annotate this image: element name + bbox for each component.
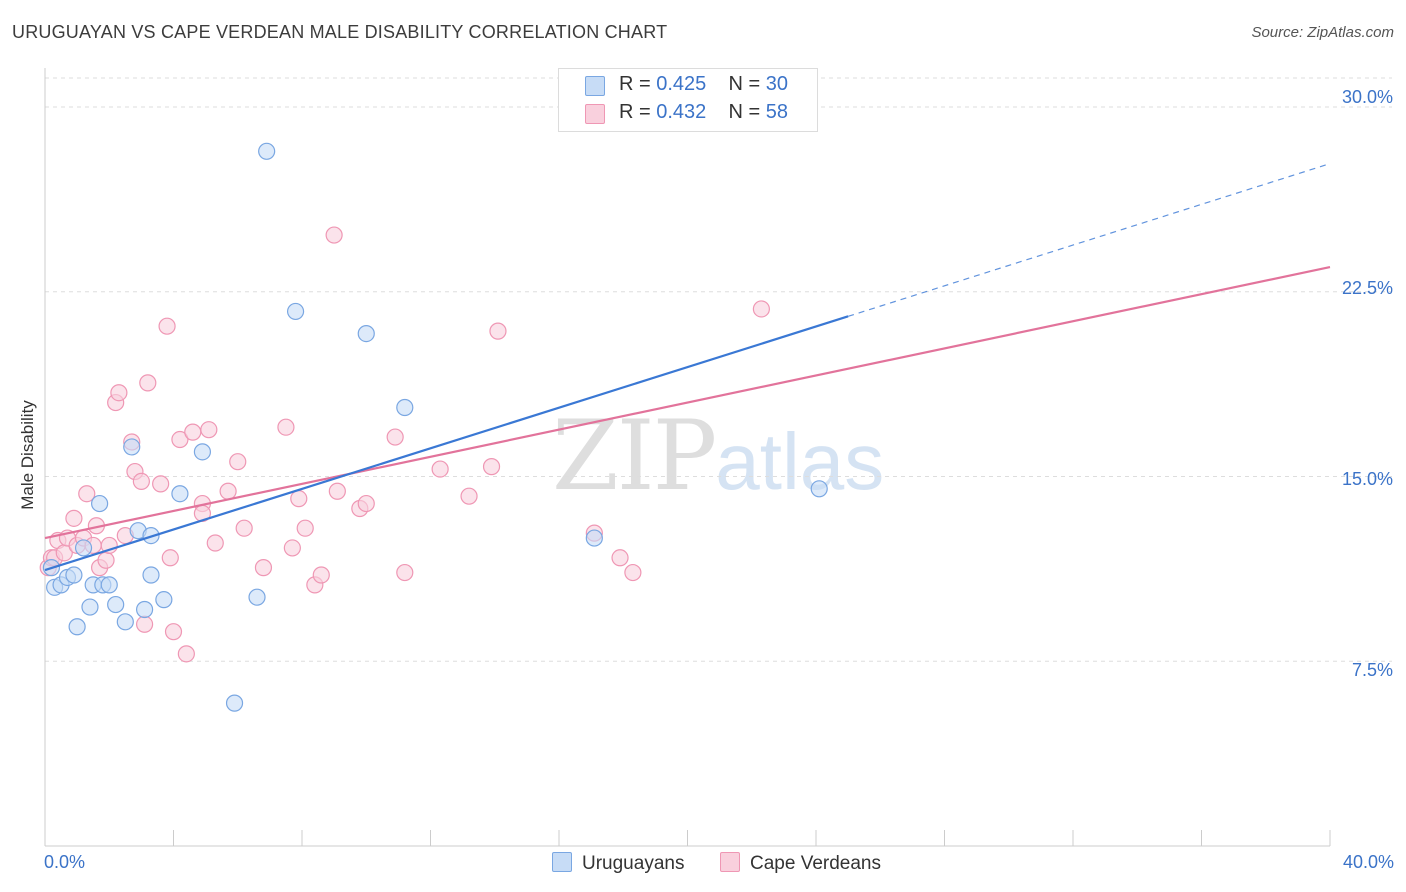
- bottom-legend-cape-verdeans: Cape Verdeans: [720, 852, 881, 875]
- cape-verdean-point: [135, 615, 154, 633]
- uruguayans-trend-line: [44, 315, 849, 572]
- uruguayan-point: [248, 588, 266, 606]
- legend-n-value: 30: [765, 73, 789, 95]
- legend-r-value: 0.425: [656, 73, 707, 95]
- uruguayan-point: [396, 398, 414, 417]
- cape-verdean-point: [132, 472, 150, 491]
- cape-verdean-point: [110, 384, 128, 402]
- grid-layer: [45, 77, 1392, 662]
- cape-verdean-point: [296, 519, 314, 537]
- x-tick-label: 0.0%: [44, 852, 86, 872]
- y-tick-label: 7.5%: [1351, 660, 1393, 680]
- cape-verdean-point: [386, 428, 404, 446]
- bottom-legend-uruguayans: Uruguayans: [552, 852, 684, 875]
- cape-verdean-point: [200, 421, 218, 439]
- cape-verdean-point: [219, 482, 237, 500]
- uruguayan-point: [74, 539, 93, 557]
- cape-verdean-point: [489, 322, 507, 340]
- cape-verdean-point: [290, 490, 308, 508]
- uruguayan-point: [81, 598, 99, 616]
- cape-verdeans-trend-line: [44, 266, 1331, 540]
- cape-verdean-point: [161, 549, 179, 567]
- cape-verdean-point: [152, 475, 170, 493]
- cape-verdean-point: [325, 226, 343, 244]
- uruguayan-point: [116, 613, 134, 631]
- uruguayan-point: [68, 618, 86, 636]
- cape-verdean-point: [254, 559, 273, 577]
- cape-verdean-point: [164, 623, 183, 641]
- uruguayan-point: [286, 302, 305, 321]
- cape-verdean-point: [283, 539, 301, 557]
- uruguayan-point: [810, 480, 828, 498]
- cape-verdean-point: [97, 551, 115, 569]
- cape-verdean-point: [158, 317, 176, 335]
- axis-layer: [44, 68, 1331, 847]
- cape-verdean-point: [328, 482, 346, 500]
- cape-verdean-point: [611, 549, 629, 567]
- y-tick-label: 22.5%: [1341, 278, 1393, 298]
- legend-swatch-pink: [720, 852, 740, 872]
- uruguayan-point: [100, 576, 118, 594]
- cape-verdean-point: [431, 460, 449, 478]
- stats-legend: R = 0.425 N = 30 R = 0.432 N = 58: [558, 68, 818, 132]
- cape-verdean-point: [65, 509, 83, 527]
- cape-verdean-point: [752, 300, 770, 318]
- watermark-atlas: atlas: [715, 417, 885, 506]
- cape-verdean-point: [396, 563, 414, 582]
- uruguayan-point: [193, 443, 212, 461]
- cape-verdean-point: [624, 563, 642, 582]
- legend-label: Cape Verdeans: [750, 853, 881, 874]
- cape-verdean-point: [277, 418, 295, 436]
- legend-r-label: R =: [619, 101, 651, 123]
- y-tick-label: 30.0%: [1341, 87, 1393, 107]
- cape-verdean-point: [139, 374, 157, 392]
- x-tick-label: 40.0%: [1342, 852, 1394, 872]
- legend-swatch-blue: [585, 76, 605, 96]
- uruguayan-point: [107, 595, 125, 614]
- uruguayan-point: [225, 694, 244, 712]
- cape-verdean-point: [357, 494, 375, 513]
- uruguayan-point: [65, 566, 83, 584]
- uruguayan-point: [585, 529, 603, 547]
- trend-layer: [44, 163, 1331, 572]
- uruguayan-point: [91, 494, 109, 513]
- uruguayan-point: [135, 600, 154, 619]
- uruguayan-point: [123, 438, 141, 456]
- source-label: Source: ZipAtlas.com: [1251, 24, 1394, 41]
- uruguayans-trend-extension: [847, 163, 1331, 317]
- cape-verdean-point: [206, 534, 224, 552]
- legend-swatch-blue: [552, 852, 572, 872]
- cape-verdean-point: [235, 519, 253, 537]
- legend-label: Uruguayans: [582, 853, 685, 874]
- cape-verdean-point: [312, 566, 330, 584]
- legend-n-value: 58: [765, 101, 789, 123]
- legend-r-value: 0.432: [656, 101, 707, 123]
- cape-verdean-point: [171, 430, 189, 449]
- watermark-zip: ZIP: [552, 400, 717, 512]
- legend-swatch-pink: [585, 104, 605, 124]
- legend-n-label: N =: [728, 101, 761, 123]
- cape-verdeans-points: [39, 226, 770, 663]
- uruguayan-point: [171, 485, 189, 503]
- uruguayan-point: [258, 142, 276, 160]
- legend-n-label: N =: [728, 73, 761, 95]
- cape-verdean-point: [184, 423, 202, 441]
- uruguayan-point: [357, 324, 375, 343]
- uruguayan-point: [155, 591, 173, 609]
- y-tick-label: 15.0%: [1341, 469, 1393, 489]
- cape-verdean-point: [460, 487, 478, 505]
- y-axis-label: Male Disability: [18, 400, 37, 510]
- watermark: ZIPatlas: [552, 400, 884, 512]
- chart-title: URUGUAYAN VS CAPE VERDEAN MALE DISABILIT…: [12, 22, 668, 42]
- cape-verdean-point: [78, 485, 96, 503]
- uruguayan-point: [142, 566, 160, 584]
- cape-verdean-point: [482, 458, 501, 476]
- legend-r-label: R =: [619, 73, 651, 95]
- cape-verdean-point: [229, 453, 247, 471]
- cape-verdean-point: [177, 645, 195, 663]
- uruguayans-points: [42, 142, 828, 712]
